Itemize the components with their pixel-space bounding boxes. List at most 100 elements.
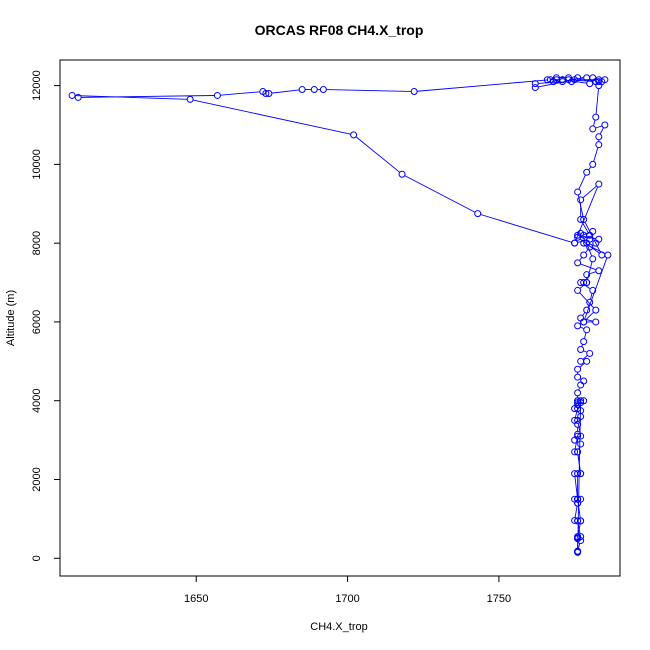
x-axis: 1650 1700 1750 bbox=[184, 576, 511, 605]
data-point bbox=[574, 517, 582, 525]
data-point bbox=[398, 170, 406, 178]
data-point bbox=[310, 86, 318, 94]
series-segment bbox=[583, 350, 588, 353]
data-point bbox=[577, 440, 585, 448]
data-point bbox=[574, 547, 582, 555]
series-segment bbox=[588, 166, 592, 171]
data-point bbox=[350, 131, 358, 139]
data-point bbox=[558, 78, 566, 86]
series-segment bbox=[192, 99, 351, 135]
data-point bbox=[474, 210, 482, 218]
data-point bbox=[298, 86, 306, 94]
data-point bbox=[543, 76, 551, 84]
data-point bbox=[74, 93, 82, 101]
series-segment bbox=[404, 175, 476, 213]
series-segment bbox=[593, 119, 596, 127]
data-point bbox=[595, 133, 603, 141]
series-segment bbox=[579, 257, 583, 261]
data-point bbox=[319, 86, 327, 94]
y-axis-label: Altitude (m) bbox=[5, 290, 17, 346]
series-segment bbox=[580, 326, 585, 330]
data-point bbox=[558, 76, 566, 84]
series-segment bbox=[580, 263, 597, 271]
series-segment bbox=[579, 292, 595, 309]
data-point bbox=[577, 381, 585, 389]
data-point bbox=[604, 251, 612, 259]
data-point bbox=[574, 448, 582, 456]
data-point bbox=[531, 84, 539, 92]
data-point bbox=[595, 180, 603, 188]
data-point bbox=[574, 399, 582, 407]
data-point bbox=[589, 255, 597, 263]
series-segment bbox=[574, 506, 578, 518]
data-point bbox=[577, 196, 585, 204]
data-point bbox=[552, 74, 560, 82]
data-point bbox=[574, 420, 582, 428]
data-point bbox=[574, 188, 582, 196]
data-point bbox=[571, 436, 579, 444]
series-segment bbox=[587, 245, 593, 257]
data-point bbox=[68, 91, 76, 99]
data-point bbox=[213, 91, 221, 99]
series-segment bbox=[271, 89, 300, 94]
series-segment bbox=[571, 79, 593, 82]
plot-area-frame bbox=[59, 59, 621, 577]
data-point bbox=[571, 239, 579, 247]
data-point bbox=[598, 251, 606, 259]
data-point bbox=[580, 279, 588, 287]
series-segment bbox=[584, 221, 601, 253]
data-point bbox=[589, 286, 597, 294]
data-point bbox=[583, 168, 591, 176]
data-point bbox=[580, 338, 588, 346]
data-point bbox=[574, 389, 582, 397]
series-segment bbox=[582, 355, 588, 360]
data-point bbox=[592, 306, 600, 314]
data-point bbox=[589, 160, 597, 168]
series-segment bbox=[579, 238, 600, 254]
series-segment bbox=[593, 147, 599, 162]
series-segment bbox=[538, 79, 572, 88]
x-axis-label: CH4.X_trop bbox=[310, 621, 367, 633]
data-point bbox=[574, 430, 582, 438]
data-point bbox=[577, 346, 585, 354]
data-point bbox=[571, 516, 579, 524]
data-point bbox=[580, 239, 588, 247]
chart-title: ORCAS RF08 CH4.X_trop bbox=[255, 22, 424, 38]
data-point bbox=[586, 235, 594, 243]
x-tick-label: 1650 bbox=[184, 593, 208, 605]
series-segment bbox=[584, 257, 608, 320]
data-point bbox=[577, 407, 585, 415]
series-segment bbox=[583, 332, 587, 339]
data-point bbox=[574, 373, 582, 381]
data-point bbox=[589, 227, 597, 235]
series-segment bbox=[480, 214, 572, 243]
series-segment bbox=[575, 186, 599, 241]
data-point bbox=[595, 78, 603, 86]
series-segment bbox=[574, 476, 578, 497]
series-segment bbox=[417, 79, 548, 92]
series-segment bbox=[599, 127, 604, 135]
data-point bbox=[574, 397, 582, 405]
data-point bbox=[592, 113, 600, 121]
series-segment bbox=[589, 271, 597, 275]
y-tick-label: 4000 bbox=[31, 388, 43, 412]
data-point bbox=[595, 141, 603, 149]
data-point bbox=[580, 318, 588, 326]
data-point bbox=[574, 74, 582, 82]
y-tick-label: 10000 bbox=[31, 149, 43, 180]
series-segment bbox=[595, 125, 603, 129]
data-point bbox=[574, 365, 582, 373]
y-axis: 0 2000 4000 6000 8000 10000 12000 bbox=[31, 70, 60, 561]
data-point bbox=[592, 318, 600, 326]
data-point bbox=[574, 499, 582, 507]
data-point bbox=[580, 251, 588, 259]
data-point bbox=[583, 271, 591, 279]
data-point bbox=[265, 89, 273, 97]
data-point bbox=[583, 74, 591, 82]
data-point bbox=[580, 231, 588, 239]
data-point bbox=[577, 314, 585, 322]
data-point bbox=[577, 470, 585, 478]
series-segment bbox=[578, 174, 586, 190]
series-segment bbox=[577, 454, 581, 471]
